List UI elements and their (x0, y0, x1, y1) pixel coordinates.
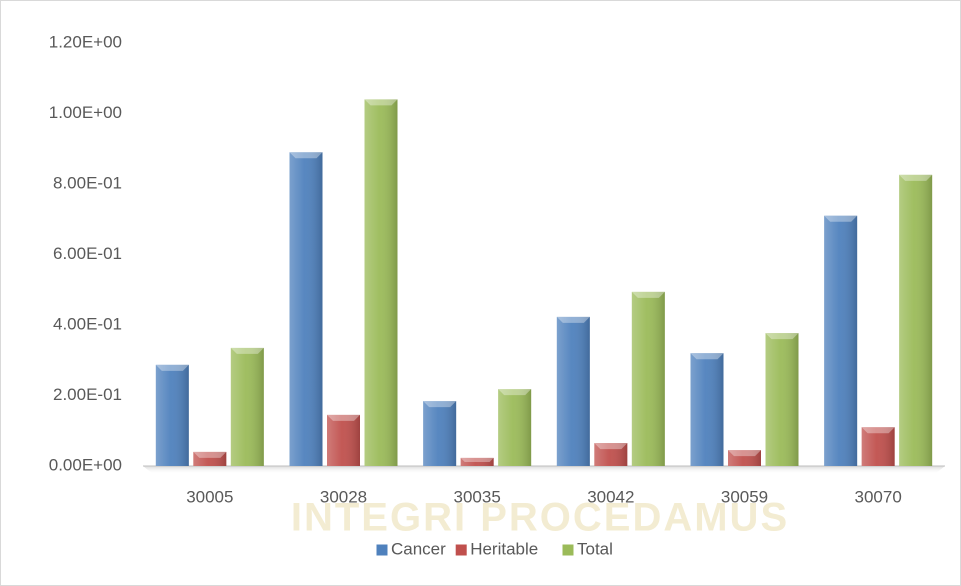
bar (327, 414, 360, 466)
bar-bevel (364, 99, 398, 106)
bar-shine (460, 457, 494, 466)
bar-shine (230, 347, 264, 466)
bar-bevel (460, 457, 494, 462)
bar (631, 291, 665, 466)
bar-bevel (690, 353, 724, 360)
bar (423, 401, 457, 466)
bar (899, 174, 933, 466)
bar-bevel (765, 333, 799, 340)
y-tick-label: 2.00E-01 (53, 385, 122, 404)
legend-swatch (561, 543, 575, 557)
bar-shine (824, 215, 858, 466)
legend-swatch (375, 543, 389, 557)
bar-shine (728, 450, 761, 466)
x-tick-label: 30042 (587, 487, 634, 506)
bar (594, 443, 628, 466)
bar (728, 450, 761, 466)
y-tick-label: 1.20E+00 (49, 32, 122, 51)
bar (460, 457, 494, 466)
bar (861, 427, 895, 466)
legend-swatch (454, 543, 468, 557)
bar-shine (364, 99, 398, 467)
bar-bevel (327, 414, 360, 421)
legend-label: Heritable (470, 539, 538, 558)
bar-shine (765, 333, 799, 466)
x-tick-label: 30070 (855, 487, 902, 506)
bar-shine (498, 389, 532, 466)
bar-bevel (861, 427, 895, 434)
bar-bevel (155, 364, 189, 371)
bar-bevel (423, 401, 457, 408)
x-tick-label: 30028 (320, 487, 367, 506)
legend-label: Cancer (391, 539, 446, 558)
bar-bevel (899, 174, 933, 181)
x-tick-label: 30005 (186, 487, 233, 506)
bar-bevel (289, 152, 323, 159)
bar (289, 152, 323, 466)
y-tick-label: 1.00E+00 (49, 103, 122, 122)
bar (193, 451, 227, 466)
y-tick-label: 8.00E-01 (53, 173, 122, 192)
bar-bevel (728, 450, 761, 457)
bar-shine (193, 451, 227, 466)
bar-shine (155, 364, 189, 466)
bar (824, 215, 858, 466)
bar (765, 333, 799, 466)
x-tick-label: 30059 (721, 487, 768, 506)
bar-shine (631, 291, 665, 466)
bar-shine (861, 427, 895, 466)
floor (143, 466, 945, 474)
y-tick-label: 4.00E-01 (53, 314, 122, 333)
legend-label: Total (577, 539, 613, 558)
bar-shine (327, 414, 360, 466)
bar-shine (594, 443, 628, 466)
watermark: INTEGRI PROCEDAMUS (291, 496, 789, 540)
bar-shine (556, 316, 590, 466)
bar (364, 99, 398, 467)
y-tick-label: 6.00E-01 (53, 244, 122, 263)
bar-shine (690, 353, 724, 466)
bar (690, 353, 724, 466)
y-tick-label: 0.00E+00 (49, 455, 122, 474)
bar (498, 389, 532, 466)
bar-bevel (193, 451, 227, 458)
bar-bevel (631, 291, 665, 298)
bar-bevel (824, 215, 858, 222)
bar (556, 316, 590, 466)
bar-bevel (230, 347, 264, 354)
bar-bevel (498, 389, 532, 396)
bar-shine (289, 152, 323, 466)
x-tick-label: 30035 (454, 487, 501, 506)
bar-shine (899, 174, 933, 466)
bar-shine (423, 401, 457, 466)
bar-bevel (594, 443, 628, 450)
bar (230, 347, 264, 466)
bar (155, 364, 189, 466)
bar-bevel (556, 316, 590, 323)
